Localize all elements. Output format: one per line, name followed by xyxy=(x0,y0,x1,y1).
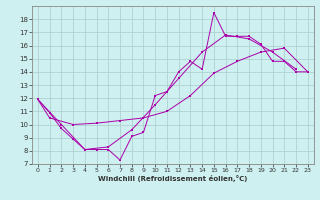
X-axis label: Windchill (Refroidissement éolien,°C): Windchill (Refroidissement éolien,°C) xyxy=(98,175,247,182)
